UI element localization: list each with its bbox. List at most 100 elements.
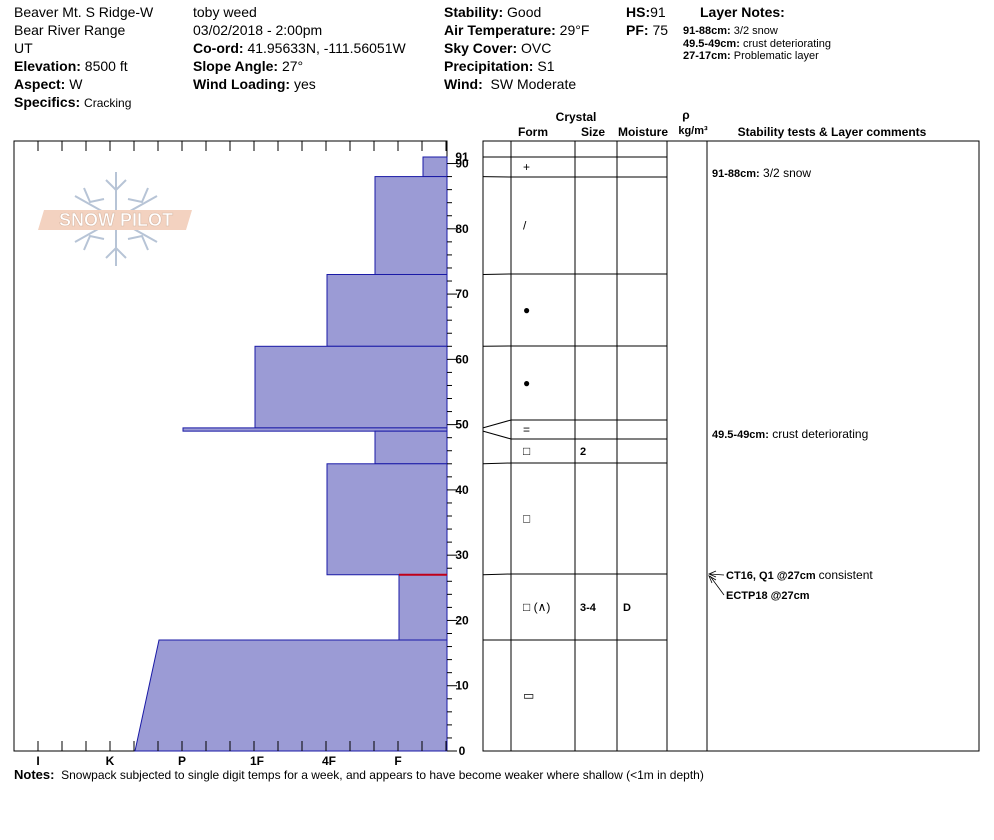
test-arrowhead: [707, 570, 717, 578]
size-header: Size: [581, 125, 605, 139]
table-frame: [482, 140, 980, 752]
layer-note: 91-88cm: 3/2 snow: [683, 25, 778, 37]
layer-note: 49.5-49cm: crust deteriorating: [683, 38, 831, 50]
x-tick-label: 1F: [250, 754, 264, 768]
specifics-value: Cracking: [84, 96, 132, 110]
notes-label: Notes:: [14, 767, 55, 782]
wind-loading-label: Wind Loading:: [193, 76, 291, 92]
coord-value: 41.95633N, -111.56051W: [247, 40, 406, 56]
y-tick-label: 70: [455, 287, 469, 301]
grain-form: ▭: [523, 689, 534, 703]
layer-comment: 91-88cm: 3/2 snow: [712, 166, 811, 180]
grain-form: □: [523, 444, 530, 458]
pf-value: 75: [652, 22, 669, 38]
test-arrow: [709, 573, 725, 576]
sky-value: OVC: [521, 40, 552, 56]
y-tick-label: 10: [455, 679, 469, 693]
specifics-label: Specifics:: [14, 94, 81, 110]
layer-comments: 91-88cm: 3/2 snow 49.5-49cm: crust deter…: [712, 166, 868, 441]
grain-size: 3-4: [580, 602, 597, 614]
state: UT: [14, 40, 33, 56]
observer: toby weed: [193, 4, 257, 20]
hardness-bar: [422, 156, 448, 178]
snowpilot-logo: SNOW PILOT: [38, 172, 192, 266]
hardness-bar: [134, 639, 448, 752]
grain-form: +: [523, 160, 530, 174]
column-headers: Crystal Form Size Moisture ρ kg/m³ Stabi…: [518, 108, 927, 139]
grain-form: □: [523, 512, 530, 526]
x-tick-label: F: [394, 754, 401, 768]
grain-form: /: [523, 219, 527, 233]
aspect-value: W: [69, 76, 83, 92]
x-tick-label: I: [36, 754, 39, 768]
y-tick-label: 80: [455, 222, 469, 236]
slope-angle: Slope Angle: 27°: [193, 57, 303, 75]
table-column-dividers: [510, 141, 708, 751]
x-tick-label: 4F: [322, 754, 336, 768]
precip-label: Precipitation:: [444, 58, 534, 74]
hs-label: HS:: [626, 4, 651, 20]
top-ticks: [13, 141, 447, 151]
row-connector: [482, 419, 512, 429]
hardness-bar: [374, 430, 448, 465]
notes: Notes: Snowpack subjected to single digi…: [14, 767, 704, 782]
hardness-bar: [182, 427, 448, 432]
air-temp-value: 29°F: [559, 22, 590, 38]
layer-notes-title: Layer Notes:: [700, 4, 785, 20]
layer-comment: 49.5-49cm: crust deteriorating: [712, 427, 868, 441]
hardness-layers: [134, 156, 448, 752]
row-connector: [482, 430, 512, 440]
row-connector: [482, 573, 512, 576]
aspect-label: Aspect:: [14, 76, 66, 92]
layer-rows: [482, 156, 667, 641]
air-temperature: Air Temperature: 29°F: [444, 21, 589, 39]
slope-label: Slope Angle:: [193, 58, 279, 74]
hardness-bar: [326, 273, 448, 347]
pf-label: PF:: [626, 22, 649, 38]
stability-tests: CT16, Q1 @27cm consistent ECTP18 @27cm: [707, 568, 873, 602]
notes-text: Snowpack subjected to single digit temps…: [61, 768, 704, 782]
stability-test: ECTP18 @27cm: [726, 590, 810, 602]
location: Beaver Mt. S Ridge-W: [14, 4, 154, 20]
specifics: Specifics: Cracking: [14, 93, 131, 112]
stability-value: Good: [507, 4, 542, 20]
x-tick-label: P: [178, 754, 186, 768]
sky-label: Sky Cover:: [444, 40, 518, 56]
y-tick-label: 30: [455, 548, 469, 562]
hardness-bar: [398, 574, 448, 641]
rho-header: ρ: [682, 108, 689, 122]
penetration-foot: PF: 75: [626, 21, 668, 39]
stability: Stability: Good: [444, 3, 541, 21]
layer-cells: + / ● ● = □ 2 □ □ (∧) 3-4 D ▭: [523, 160, 631, 703]
form-header: Form: [518, 125, 548, 139]
elevation: Elevation: 8500 ft: [14, 57, 128, 75]
wind-loading-value: yes: [293, 76, 316, 92]
slope-value: 27°: [281, 58, 304, 74]
hs-value: 91: [650, 4, 666, 20]
snow-height: HS:91: [626, 3, 666, 21]
stability-header: Stability tests & Layer comments: [738, 125, 927, 139]
grain-form: □ (∧): [523, 600, 550, 614]
wind-label: Wind:: [444, 76, 483, 92]
hardness-bar: [374, 176, 448, 275]
y-tick-label: 20: [455, 613, 469, 627]
elevation-value: 8500 ft: [84, 58, 128, 74]
grain-form: ●: [523, 303, 530, 317]
x-tick-label: K: [106, 754, 115, 768]
grain-form: =: [523, 423, 530, 437]
moisture-header: Moisture: [618, 125, 668, 139]
mountain-range: Bear River Range: [14, 22, 126, 38]
hardness-axis: I K P 1F 4F F: [13, 741, 447, 768]
layer-note: 27-17cm: Problematic layer: [683, 50, 819, 62]
precip-value: S1: [537, 58, 555, 74]
grain-size: 2: [580, 446, 586, 458]
wind-value: SW Moderate: [490, 76, 577, 92]
y-tick-label: 91: [455, 150, 469, 164]
stability-label: Stability:: [444, 4, 504, 20]
hardness-bar: [326, 463, 448, 576]
y-tick-label: 40: [455, 483, 469, 497]
wind-loading: Wind Loading: yes: [193, 75, 316, 93]
datetime: 03/02/2018 - 2:00pm: [193, 22, 323, 38]
